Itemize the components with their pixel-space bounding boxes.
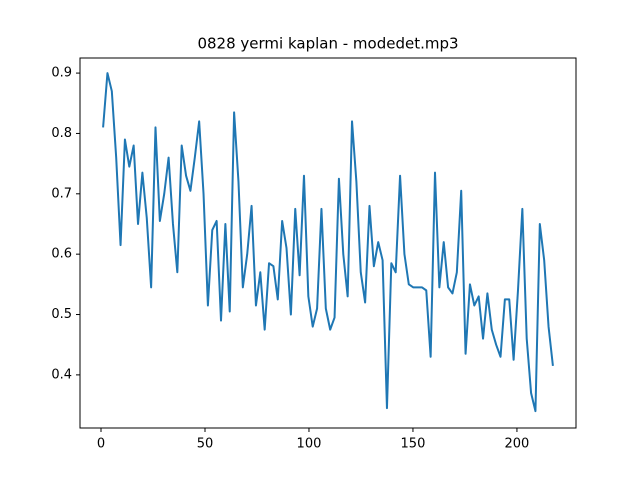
y-tick-label: 0.5 xyxy=(51,307,72,322)
y-tick-label: 0.4 xyxy=(51,367,72,382)
x-tick-label: 200 xyxy=(505,437,530,452)
y-tick-label: 0.9 xyxy=(51,66,72,81)
x-tick-label: 100 xyxy=(297,437,322,452)
x-tick-label: 150 xyxy=(401,437,426,452)
y-tick-label: 0.7 xyxy=(51,186,72,201)
x-tick-label: 0 xyxy=(97,437,105,452)
x-tick-label: 50 xyxy=(197,437,214,452)
line-series xyxy=(102,72,554,413)
plot-frame xyxy=(79,57,577,429)
y-tick-label: 0.6 xyxy=(51,247,72,262)
y-tick-label: 0.8 xyxy=(51,126,72,141)
chart-title: 0828 yermi kaplan - modedet.mp3 xyxy=(197,35,458,53)
